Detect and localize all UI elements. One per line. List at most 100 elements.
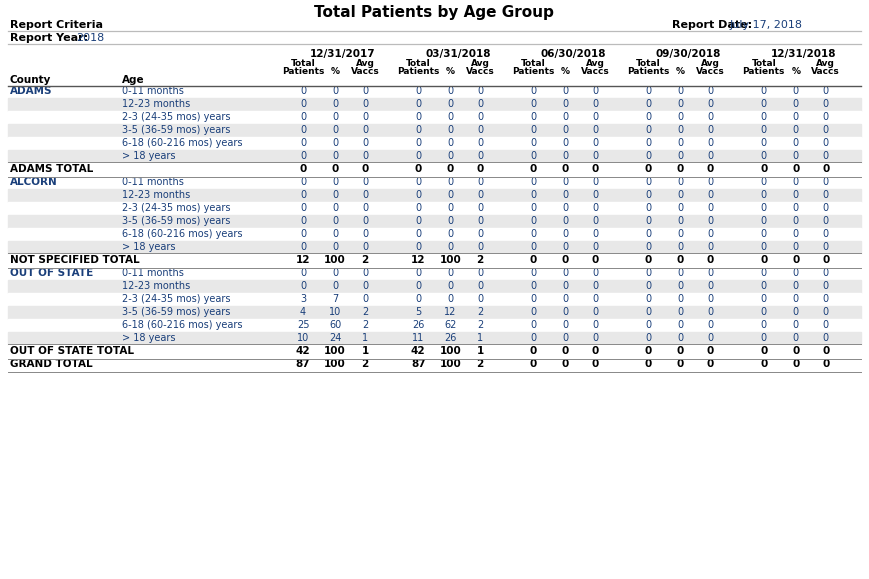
Text: 0: 0 xyxy=(760,216,766,226)
Text: 12/31/2018: 12/31/2018 xyxy=(771,49,836,59)
Text: 0: 0 xyxy=(707,320,713,330)
Text: 09/30/2018: 09/30/2018 xyxy=(655,49,721,59)
Bar xyxy=(8,189,861,201)
Text: 25: 25 xyxy=(296,320,309,330)
Text: 0: 0 xyxy=(448,281,454,291)
Text: 0: 0 xyxy=(760,177,766,187)
Text: 0: 0 xyxy=(646,99,652,109)
Text: 0: 0 xyxy=(562,320,568,330)
Text: 0: 0 xyxy=(760,255,767,265)
Text: 87: 87 xyxy=(411,359,426,369)
Text: 2: 2 xyxy=(362,255,368,265)
Text: 10: 10 xyxy=(297,333,309,343)
Text: 0: 0 xyxy=(415,190,421,200)
Text: Avg: Avg xyxy=(701,58,720,68)
Text: 0: 0 xyxy=(448,99,454,109)
Text: 100: 100 xyxy=(440,255,461,265)
Text: 0: 0 xyxy=(678,268,684,278)
Text: 2: 2 xyxy=(362,359,368,369)
Text: 0: 0 xyxy=(530,177,536,187)
Text: 0: 0 xyxy=(760,99,766,109)
Text: 0: 0 xyxy=(760,164,767,174)
Text: 12: 12 xyxy=(295,255,310,265)
Text: 0: 0 xyxy=(447,164,454,174)
Text: 0: 0 xyxy=(562,138,568,148)
Text: 2: 2 xyxy=(476,359,484,369)
Text: 0: 0 xyxy=(477,125,483,135)
Text: 0: 0 xyxy=(760,281,766,291)
Text: 0: 0 xyxy=(362,112,368,122)
Text: 0: 0 xyxy=(562,151,568,161)
Text: 0: 0 xyxy=(823,99,829,109)
Text: %: % xyxy=(446,67,454,75)
Text: 0: 0 xyxy=(415,138,421,148)
Text: 0: 0 xyxy=(593,112,599,122)
Text: 0: 0 xyxy=(707,125,713,135)
Text: Patients: Patients xyxy=(282,67,324,75)
Text: 0: 0 xyxy=(561,346,569,356)
Text: 42: 42 xyxy=(295,346,310,356)
Text: 0: 0 xyxy=(592,164,599,174)
Text: 0: 0 xyxy=(300,151,306,161)
Text: 0: 0 xyxy=(477,229,483,239)
Text: 0: 0 xyxy=(593,307,599,317)
Text: 0: 0 xyxy=(760,268,766,278)
Text: 0: 0 xyxy=(793,333,799,343)
Text: 0: 0 xyxy=(707,99,713,109)
Text: 0: 0 xyxy=(300,138,306,148)
Text: OUT OF STATE: OUT OF STATE xyxy=(10,268,93,278)
Text: 1: 1 xyxy=(362,346,368,356)
Text: 0: 0 xyxy=(793,359,799,369)
Text: 0: 0 xyxy=(362,151,368,161)
Text: 0: 0 xyxy=(678,294,684,304)
Text: 0: 0 xyxy=(760,86,766,96)
Text: 0: 0 xyxy=(646,268,652,278)
Text: 0: 0 xyxy=(415,294,421,304)
Text: Total: Total xyxy=(636,58,661,68)
Text: 0: 0 xyxy=(678,190,684,200)
Text: 2018: 2018 xyxy=(76,33,104,43)
Text: 26: 26 xyxy=(412,320,424,330)
Text: 0: 0 xyxy=(562,177,568,187)
Text: 0: 0 xyxy=(362,164,368,174)
Text: ADAMS: ADAMS xyxy=(10,86,52,96)
Text: 0: 0 xyxy=(592,255,599,265)
Text: 12-23 months: 12-23 months xyxy=(122,281,190,291)
Text: 5: 5 xyxy=(415,307,421,317)
Text: 1: 1 xyxy=(362,333,368,343)
Bar xyxy=(8,137,861,149)
Text: 1: 1 xyxy=(477,333,483,343)
Text: 0: 0 xyxy=(448,229,454,239)
Text: 0: 0 xyxy=(593,86,599,96)
Text: GRAND TOTAL: GRAND TOTAL xyxy=(10,359,93,369)
Text: 0: 0 xyxy=(707,151,713,161)
Text: 0: 0 xyxy=(362,268,368,278)
Text: 2-3 (24-35 mos) years: 2-3 (24-35 mos) years xyxy=(122,203,230,213)
Text: 0: 0 xyxy=(707,307,713,317)
Text: 0: 0 xyxy=(592,346,599,356)
Text: 0: 0 xyxy=(793,125,799,135)
Text: 0: 0 xyxy=(678,281,684,291)
Text: Patients: Patients xyxy=(512,67,554,75)
Text: 0: 0 xyxy=(707,177,713,187)
Text: 0: 0 xyxy=(823,177,829,187)
Text: 2: 2 xyxy=(477,320,483,330)
Text: 0: 0 xyxy=(415,203,421,213)
Bar xyxy=(8,306,861,318)
Text: 0: 0 xyxy=(707,281,713,291)
Text: 0: 0 xyxy=(477,138,483,148)
Bar xyxy=(8,357,861,371)
Text: 0: 0 xyxy=(793,216,799,226)
Text: 0: 0 xyxy=(448,177,454,187)
Text: 0: 0 xyxy=(562,229,568,239)
Text: 0: 0 xyxy=(477,203,483,213)
Text: 0: 0 xyxy=(530,138,536,148)
Text: > 18 years: > 18 years xyxy=(122,242,176,252)
Text: 0: 0 xyxy=(530,294,536,304)
Text: 0: 0 xyxy=(593,151,599,161)
Text: 0: 0 xyxy=(823,203,829,213)
Text: 0: 0 xyxy=(760,307,766,317)
Text: 0: 0 xyxy=(678,229,684,239)
Text: 60: 60 xyxy=(328,320,342,330)
Text: 0: 0 xyxy=(415,164,421,174)
